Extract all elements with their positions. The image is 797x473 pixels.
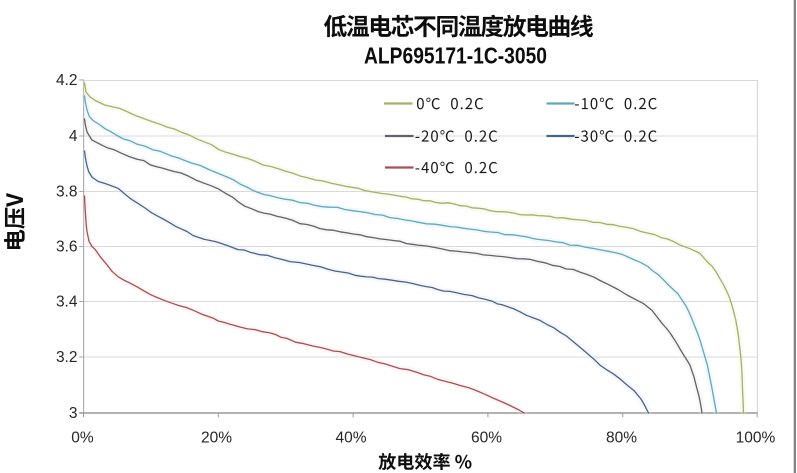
svg-text:3: 3 xyxy=(69,405,78,422)
svg-text:100%: 100% xyxy=(736,430,776,447)
svg-text:20%: 20% xyxy=(201,430,232,447)
svg-text:3.2: 3.2 xyxy=(56,349,78,366)
svg-text:60%: 60% xyxy=(471,430,502,447)
svg-text:40%: 40% xyxy=(335,430,366,447)
svg-text:3.8: 3.8 xyxy=(56,184,78,201)
svg-text:3.6: 3.6 xyxy=(56,239,78,256)
svg-text:4: 4 xyxy=(69,128,78,145)
svg-text:4.2: 4.2 xyxy=(56,72,78,89)
svg-text:80%: 80% xyxy=(606,430,637,447)
svg-text:ALP695171-1C-3050: ALP695171-1C-3050 xyxy=(364,43,547,69)
svg-text:3.4: 3.4 xyxy=(56,294,78,311)
svg-text:0%: 0% xyxy=(71,430,94,447)
